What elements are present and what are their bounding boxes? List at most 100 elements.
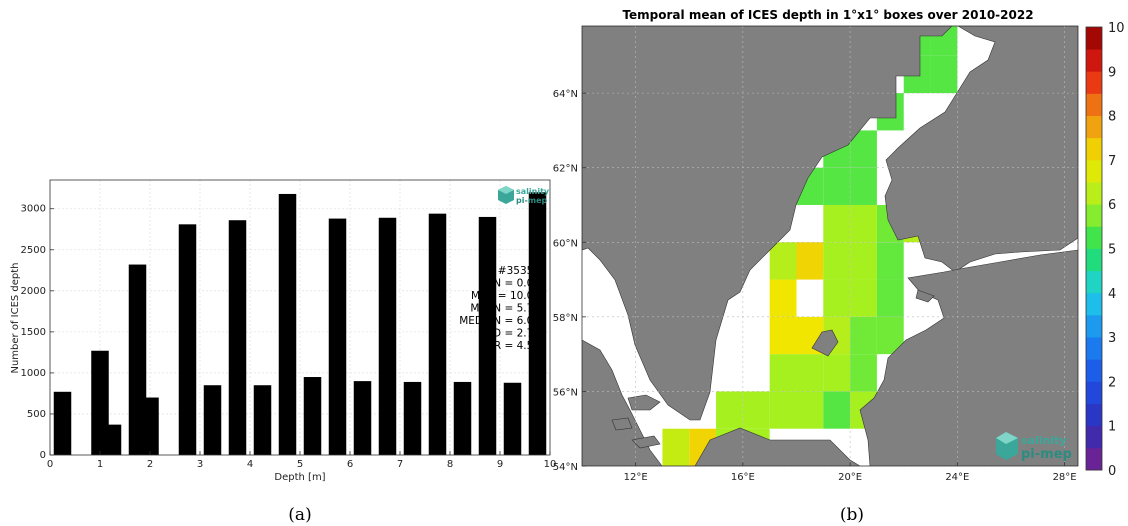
map-cell <box>930 26 958 56</box>
colorbar-segment <box>1086 292 1102 316</box>
colorbar-segment <box>1086 115 1102 139</box>
histogram-bar <box>353 381 372 455</box>
map-cell <box>850 167 877 205</box>
map-cell <box>662 428 690 466</box>
y-tick-label: 3000 <box>21 204 46 215</box>
stat-line: MAX = 10.00 <box>471 290 540 302</box>
lon-tick-label: 12°E <box>624 472 648 483</box>
histogram-bar <box>403 381 422 455</box>
x-tick-label: 1 <box>97 459 103 470</box>
histogram-bar <box>528 192 547 456</box>
x-tick-label: 0 <box>47 459 53 470</box>
map-title: Temporal mean of ICES depth in 1°x1° box… <box>622 8 1033 22</box>
map-cell <box>823 204 851 243</box>
caption-a: (a) <box>288 505 311 525</box>
map-cell <box>769 279 797 317</box>
lon-tick-label: 24°E <box>945 472 969 483</box>
colorbar-tick-label: 4 <box>1108 287 1116 302</box>
lon-tick-label: 20°E <box>838 472 862 483</box>
colorbar-tick-label: 7 <box>1108 154 1116 169</box>
logo-text-line2: pi-mep <box>1021 447 1072 462</box>
colorbar-tick-label: 3 <box>1108 331 1116 346</box>
colorbar-segment <box>1086 381 1102 404</box>
colorbar-segment <box>1086 270 1102 294</box>
lat-tick-label: 60°N <box>553 238 578 249</box>
lat-tick-label: 64°N <box>553 89 578 100</box>
colorbar-tick-label: 2 <box>1108 375 1116 390</box>
colorbar-segment <box>1086 248 1102 272</box>
histogram-bar <box>303 377 322 455</box>
map-cell <box>823 167 851 205</box>
histogram-bar <box>503 382 522 455</box>
colorbar-ticks: 0 1 2 3 4 5 6 7 8 9 10 <box>1108 21 1125 479</box>
colorbar-segment <box>1086 314 1102 338</box>
x-tick-label: 7 <box>397 459 403 470</box>
lon-tick-label: 28°E <box>1053 472 1077 483</box>
stat-line: #35355 <box>498 265 540 277</box>
lon-tick-label: 16°E <box>731 472 755 483</box>
histogram-bar <box>278 193 297 455</box>
logo-text-line2: pi-mep <box>516 196 548 205</box>
map-cell <box>930 55 958 94</box>
depth-map: Temporal mean of ICES depth in 1°x1° box… <box>553 8 1125 525</box>
histogram-bar <box>253 385 272 455</box>
colorbar-tick-label: 10 <box>1108 21 1125 36</box>
y-tick-label: 2500 <box>21 245 46 256</box>
map-cell <box>742 391 770 429</box>
histogram-bar <box>378 217 397 455</box>
colorbar-segment <box>1086 27 1102 50</box>
colorbar-segment <box>1086 204 1102 227</box>
land-oland <box>627 394 661 411</box>
histogram-bar <box>428 213 447 455</box>
colorbar-frame <box>1085 26 1103 471</box>
colorbar <box>1085 26 1103 471</box>
lat-tick-label: 58°N <box>553 313 578 324</box>
map-cell <box>796 354 824 392</box>
land-island-small <box>631 435 661 449</box>
stat-line: STD = 2.75 <box>480 328 540 340</box>
x-tick-label: 9 <box>497 459 503 470</box>
map-lat-ticks: 54°N 56°N 58°N 60°N 62°N 64°N <box>553 89 586 473</box>
histogram-bar <box>53 391 72 455</box>
colorbar-tick-label: 5 <box>1108 243 1116 258</box>
histogram-bar <box>103 424 122 455</box>
logo-text-line1: salinity <box>516 187 550 196</box>
colorbar-segment <box>1086 93 1102 116</box>
colorbar-segment <box>1086 425 1102 449</box>
colorbar-segment <box>1086 226 1102 249</box>
lat-tick-label: 54°N <box>553 462 578 473</box>
histogram-bars <box>53 192 547 456</box>
land-masses <box>582 26 1078 466</box>
salinity-logo-b: salinity pi-mep <box>996 432 1072 462</box>
histogram-x-label: Depth [m] <box>274 472 325 483</box>
x-tick-label: 2 <box>147 459 153 470</box>
histogram-bar <box>178 224 197 455</box>
map-cell <box>769 316 797 355</box>
map-grid <box>582 26 1078 466</box>
map-cell <box>850 242 877 280</box>
map-cell <box>716 391 743 429</box>
histogram-bar <box>203 385 222 455</box>
histogram-bar <box>228 220 247 455</box>
x-tick-label: 3 <box>197 459 203 470</box>
colorbar-segment <box>1086 403 1102 427</box>
map-cell <box>769 391 797 429</box>
depth-histogram: 0 1 2 3 4 5 6 7 8 9 10 0 500 1000 1500 2000 2500 3000 De… <box>10 179 556 525</box>
y-tick-label: 1500 <box>21 327 46 338</box>
map-cell <box>823 354 851 392</box>
x-tick-label: 6 <box>347 459 353 470</box>
map-cell <box>850 316 877 355</box>
colorbar-segment <box>1086 182 1102 205</box>
histogram-y-label: Number of ICES depth <box>10 262 21 373</box>
land-sweden-norway <box>582 26 953 421</box>
colorbar-segment <box>1086 49 1102 72</box>
map-cell <box>876 279 904 317</box>
lat-tick-label: 62°N <box>553 164 578 175</box>
map-lon-ticks: 12°E 16°E 20°E 24°E 28°E <box>624 462 1077 483</box>
map-cell <box>796 242 824 280</box>
stat-line: MIN = 0.00 <box>481 278 540 290</box>
map-area <box>582 26 1078 466</box>
histogram-bar <box>141 397 159 455</box>
map-cell <box>850 204 877 243</box>
